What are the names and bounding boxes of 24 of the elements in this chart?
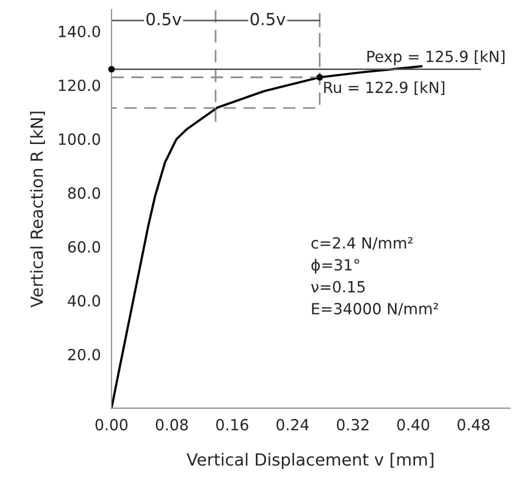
y-tick-label: 60.0: [68, 241, 100, 253]
y-axis-title: Vertical Reaction R [kN]: [30, 112, 45, 308]
x-tick-label: 0.40: [397, 418, 430, 430]
x-tick-label: 0.48: [458, 418, 490, 430]
annotation: E=34000 N/mm²: [312, 302, 438, 316]
annotation: Ru = 122.9 [kN]: [324, 81, 444, 95]
annotation: ϕ=31°: [311, 258, 360, 274]
annotation: ν=0.15: [311, 280, 365, 293]
x-tick-label: 0.24: [276, 418, 309, 430]
y-tick-label: 40.0: [68, 294, 100, 307]
annotation: 0.5v: [250, 12, 286, 26]
x-tick-label: 0.16: [216, 418, 248, 430]
y-tick-label: 100.0: [59, 133, 100, 145]
y-tick-label: 140.0: [59, 26, 100, 38]
y-tick-label: 20.0: [68, 348, 100, 360]
y-tick-label: 120.0: [59, 80, 100, 92]
x-tick-label: 0.00: [96, 418, 128, 430]
x-tick-label: 0.32: [336, 418, 368, 430]
x-tick-label: 0.08: [156, 418, 188, 430]
annotation: 0.5v: [146, 12, 182, 26]
annotation: c=2.4 N/mm²: [311, 237, 412, 250]
x-axis-title: Vertical Displacement v [mm]: [186, 452, 434, 470]
y-tick-label: 80.0: [68, 187, 100, 199]
annotation: Pexp = 125.9 [kN]: [367, 50, 504, 66]
